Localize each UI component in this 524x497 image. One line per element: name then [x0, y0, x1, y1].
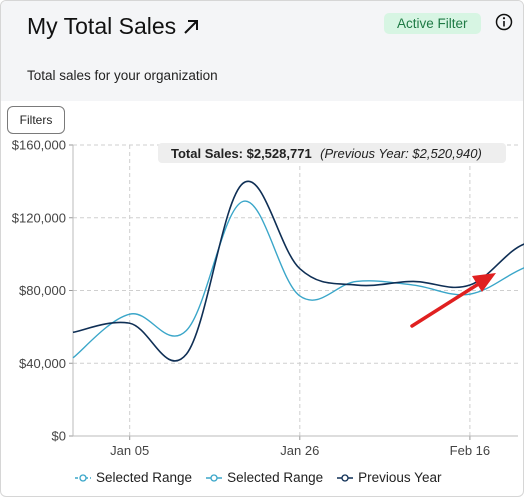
chart-series: [72, 180, 524, 362]
legend-marker-icon: [75, 473, 91, 482]
external-link-arrow-icon[interactable]: [182, 18, 200, 36]
x-tick-label: Jan 05: [110, 443, 149, 458]
annotation-text: Total Sales: $2,528,771 (Previous Year: …: [171, 145, 482, 162]
y-tick-label: $160,000: [12, 138, 66, 153]
annotation-label: Total Sales: $2,528,771: [171, 146, 312, 161]
card-header: My Total Sales Active Filter Total sales…: [1, 1, 523, 101]
y-tick-labels: $0 $40,000 $80,000 $120,000 $160,000: [12, 138, 66, 444]
red-arrow-annotation: [410, 273, 496, 328]
series-selected-range-line: [72, 200, 524, 359]
legend-item-selected-range-1[interactable]: Selected Range: [75, 470, 192, 485]
legend-marker-icon: [206, 473, 223, 482]
page-title: My Total Sales: [27, 13, 177, 39]
y-tick-label: $0: [52, 429, 66, 444]
chart-grid: [69, 144, 518, 440]
legend-marker-icon: [337, 473, 354, 482]
annotation-detail: (Previous Year: $2,520,940): [320, 146, 482, 161]
y-tick-label: $80,000: [19, 283, 66, 298]
total-annotation: Total Sales: $2,528,771 (Previous Year: …: [158, 143, 506, 163]
legend-item-selected-range-2[interactable]: Selected Range: [206, 470, 323, 485]
series-previous-year-line: [72, 180, 524, 362]
annotation-box: [158, 143, 506, 163]
y-tick-label: $120,000: [12, 210, 66, 225]
filters-button[interactable]: Filters: [7, 106, 65, 134]
active-filter-badge: Active Filter: [384, 13, 481, 34]
chart-axes: [72, 145, 518, 437]
x-tick-label: Feb 16: [450, 443, 490, 458]
y-tick-label: $40,000: [19, 356, 66, 371]
legend-label: Selected Range: [227, 470, 324, 485]
page-subtitle: Total sales for your organization: [27, 68, 218, 83]
legend-label: Previous Year: [358, 470, 442, 485]
title-wrap: My Total Sales: [27, 13, 200, 40]
chart-legend: Selected Range Selected Range Previous Y…: [75, 470, 455, 485]
info-icon[interactable]: [495, 13, 513, 31]
x-tick-label: Jan 26: [280, 443, 319, 458]
legend-label: Selected Range: [96, 470, 193, 485]
legend-item-previous-year[interactable]: Previous Year: [337, 470, 441, 485]
